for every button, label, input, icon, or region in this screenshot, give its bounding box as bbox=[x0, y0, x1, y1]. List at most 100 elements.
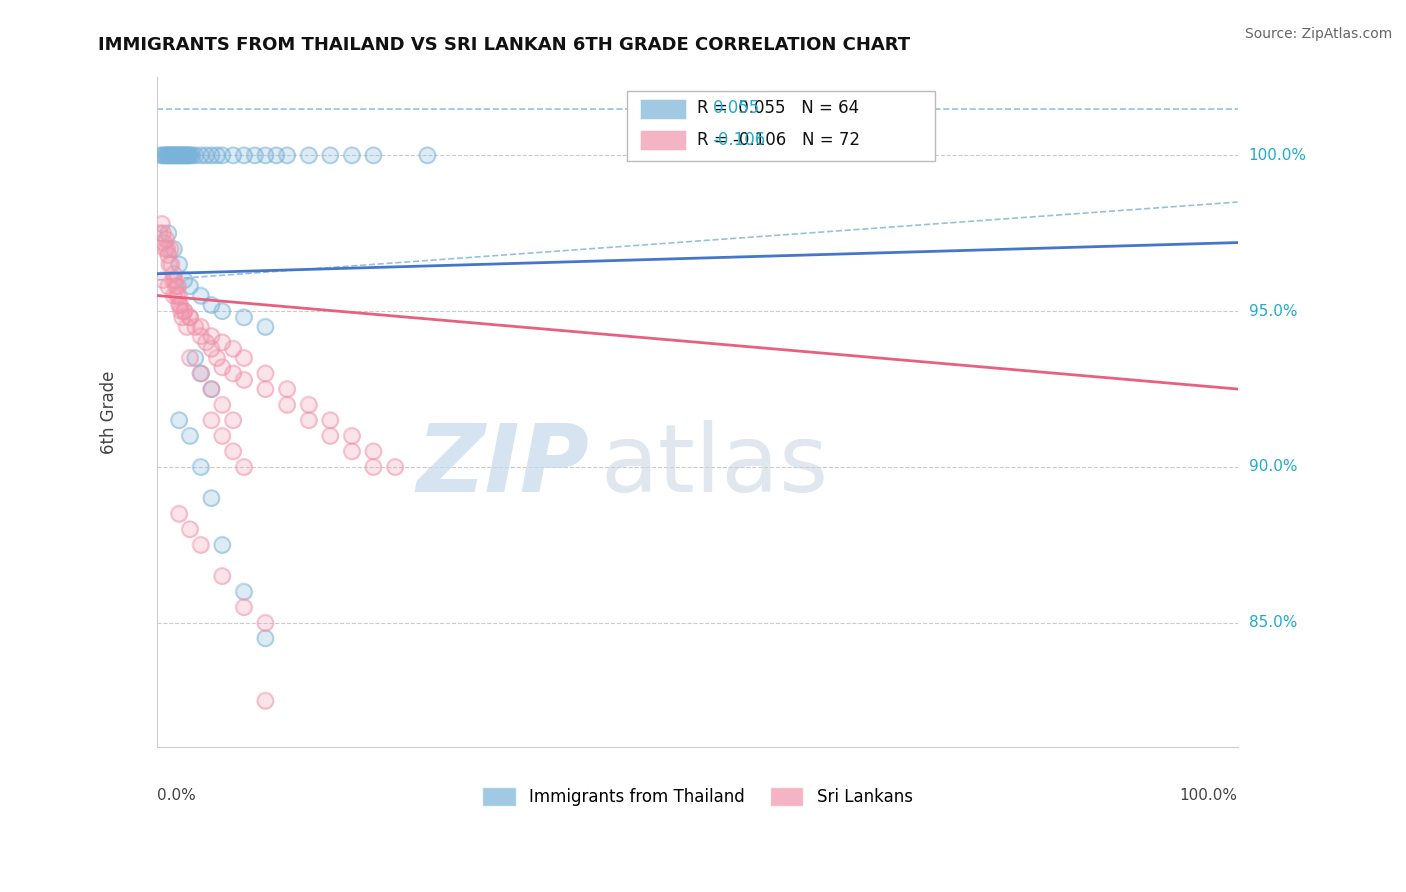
Point bbox=[159, 242, 181, 256]
Point bbox=[254, 382, 277, 396]
Point bbox=[340, 444, 363, 458]
Point bbox=[169, 148, 191, 162]
Point bbox=[200, 413, 222, 427]
Point bbox=[167, 507, 190, 521]
Point bbox=[276, 148, 298, 162]
Point bbox=[166, 148, 188, 162]
Point bbox=[179, 310, 201, 325]
Point bbox=[363, 459, 385, 474]
Point bbox=[173, 273, 195, 287]
Point bbox=[211, 360, 233, 375]
Point bbox=[172, 310, 194, 325]
Point bbox=[152, 226, 174, 240]
Point bbox=[184, 319, 207, 334]
Point bbox=[176, 319, 198, 334]
Point bbox=[162, 242, 184, 256]
Point bbox=[179, 148, 201, 162]
Point bbox=[167, 279, 190, 293]
Text: 100.0%: 100.0% bbox=[1249, 148, 1306, 163]
Point bbox=[172, 148, 194, 162]
Point bbox=[254, 382, 277, 396]
Point bbox=[184, 148, 207, 162]
Point bbox=[167, 148, 190, 162]
Point bbox=[232, 148, 254, 162]
Point bbox=[169, 298, 191, 312]
Point bbox=[211, 360, 233, 375]
Point bbox=[319, 413, 342, 427]
Text: 90.0%: 90.0% bbox=[1249, 459, 1298, 475]
Point bbox=[340, 429, 363, 443]
Point bbox=[297, 413, 319, 427]
Bar bbox=[640, 99, 686, 119]
Point bbox=[319, 413, 342, 427]
Point bbox=[195, 148, 218, 162]
Point bbox=[157, 248, 180, 262]
Point bbox=[179, 279, 201, 293]
Point bbox=[232, 310, 254, 325]
Point bbox=[157, 257, 180, 271]
Point bbox=[149, 148, 172, 162]
Point bbox=[162, 273, 184, 287]
Point bbox=[153, 235, 176, 250]
Point bbox=[222, 342, 245, 356]
Point bbox=[179, 310, 201, 325]
Point bbox=[416, 148, 439, 162]
Point bbox=[211, 429, 233, 443]
Point bbox=[152, 273, 174, 287]
Point bbox=[232, 351, 254, 365]
Point bbox=[205, 351, 228, 365]
Point bbox=[363, 459, 385, 474]
Point bbox=[190, 148, 212, 162]
Point bbox=[157, 248, 180, 262]
Point bbox=[254, 632, 277, 646]
Point bbox=[162, 148, 184, 162]
Point bbox=[172, 148, 194, 162]
Point bbox=[152, 273, 174, 287]
Point bbox=[181, 148, 204, 162]
Point bbox=[200, 491, 222, 505]
Point bbox=[173, 148, 195, 162]
Point bbox=[297, 148, 319, 162]
Point bbox=[162, 148, 184, 162]
Point bbox=[162, 148, 184, 162]
Point bbox=[179, 148, 201, 162]
Point bbox=[211, 538, 233, 552]
Point bbox=[232, 373, 254, 387]
Point bbox=[205, 148, 228, 162]
Point bbox=[184, 351, 207, 365]
Point bbox=[179, 429, 201, 443]
Point bbox=[254, 367, 277, 381]
Point bbox=[222, 148, 245, 162]
Point bbox=[205, 148, 228, 162]
Point bbox=[157, 148, 180, 162]
Point bbox=[384, 459, 406, 474]
Text: 85.0%: 85.0% bbox=[1249, 615, 1296, 631]
Point bbox=[264, 148, 287, 162]
Point bbox=[200, 382, 222, 396]
Text: R =  0.055   N = 64: R = 0.055 N = 64 bbox=[697, 99, 859, 117]
Point bbox=[167, 413, 190, 427]
Point bbox=[148, 226, 170, 240]
Point bbox=[160, 257, 183, 271]
Point bbox=[211, 304, 233, 318]
Point bbox=[200, 329, 222, 343]
Point bbox=[172, 148, 194, 162]
Point bbox=[384, 459, 406, 474]
Point bbox=[166, 148, 188, 162]
Point bbox=[163, 148, 186, 162]
Point bbox=[162, 242, 184, 256]
Point bbox=[159, 148, 181, 162]
Point bbox=[254, 632, 277, 646]
Point bbox=[211, 569, 233, 583]
Point bbox=[222, 367, 245, 381]
Point bbox=[157, 148, 180, 162]
Point bbox=[297, 398, 319, 412]
Point bbox=[222, 444, 245, 458]
Point bbox=[167, 507, 190, 521]
Point bbox=[179, 351, 201, 365]
Point bbox=[319, 148, 342, 162]
Point bbox=[167, 279, 190, 293]
Point bbox=[156, 242, 179, 256]
Point bbox=[190, 367, 212, 381]
Point bbox=[165, 148, 187, 162]
